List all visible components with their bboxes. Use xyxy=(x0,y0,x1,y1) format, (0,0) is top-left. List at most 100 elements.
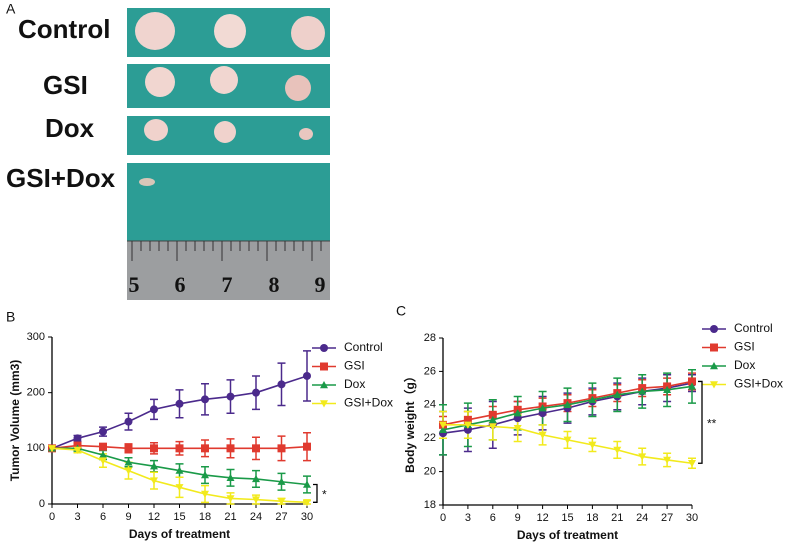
legend-marker xyxy=(710,343,718,352)
marker xyxy=(73,446,82,455)
marker xyxy=(201,471,209,479)
legend-marker xyxy=(710,362,718,370)
marker xyxy=(150,444,158,453)
panel-label: B xyxy=(6,309,15,325)
photo-panel xyxy=(127,8,330,300)
panel-label: C xyxy=(396,303,406,319)
x-tick-label: 3 xyxy=(465,512,471,524)
marker xyxy=(124,417,133,426)
marker xyxy=(688,382,696,390)
y-tick-label: 300 xyxy=(27,331,45,343)
marker xyxy=(175,466,184,474)
photo-label: Control xyxy=(18,14,110,44)
x-tick-label: 12 xyxy=(536,512,548,524)
ruler-label: 6 xyxy=(175,272,186,297)
legend-marker xyxy=(320,362,328,371)
y-axis-label: Tumor Volume (mm3) xyxy=(8,360,22,482)
marker xyxy=(488,423,497,431)
legend-label: Dox xyxy=(734,358,755,372)
panel-label: A xyxy=(6,1,16,17)
marker xyxy=(538,404,547,412)
legend-marker xyxy=(710,381,718,389)
marker xyxy=(513,409,522,417)
marker xyxy=(688,377,696,386)
marker xyxy=(175,399,184,408)
x-tick-label: 30 xyxy=(686,512,698,524)
marker xyxy=(124,458,133,466)
marker xyxy=(488,415,497,424)
marker xyxy=(663,456,672,464)
marker xyxy=(277,380,286,389)
legend-marker xyxy=(710,325,718,333)
marker xyxy=(563,436,572,444)
marker xyxy=(201,444,209,453)
photo-label: GSI+Dox xyxy=(6,163,116,193)
x-tick-label: 30 xyxy=(301,511,313,523)
x-tick-label: 24 xyxy=(250,511,262,523)
marker xyxy=(252,388,260,397)
x-tick-label: 27 xyxy=(661,512,673,524)
marker xyxy=(150,477,158,485)
marker xyxy=(99,427,107,436)
photo-label: Dox xyxy=(45,113,95,143)
ruler-label: 7 xyxy=(222,272,233,297)
x-tick-label: 12 xyxy=(148,511,160,523)
legend-marker xyxy=(320,381,328,389)
marker xyxy=(588,395,597,403)
legend-label: Control xyxy=(734,321,773,335)
y-tick-label: 200 xyxy=(27,387,45,399)
marker xyxy=(488,410,497,419)
legend-label: Dox xyxy=(344,377,365,391)
marker xyxy=(99,457,107,465)
marker xyxy=(663,385,672,393)
marker xyxy=(252,496,260,504)
legend-label: GSI+Dox xyxy=(344,396,393,410)
legend-marker xyxy=(320,400,328,408)
x-tick-label: 27 xyxy=(275,511,287,523)
x-tick-label: 18 xyxy=(199,511,211,523)
marker xyxy=(538,431,547,439)
marker xyxy=(226,444,235,453)
significance-bracket xyxy=(313,483,318,503)
legend-label: GSI xyxy=(344,359,365,373)
marker xyxy=(124,467,133,475)
marker xyxy=(638,453,647,461)
marker xyxy=(48,445,56,453)
marker xyxy=(303,371,311,380)
x-tick-label: 21 xyxy=(224,511,236,523)
marker xyxy=(277,444,286,453)
marker xyxy=(613,390,622,398)
marker xyxy=(150,462,158,470)
x-tick-label: 6 xyxy=(490,512,496,524)
x-tick-label: 24 xyxy=(636,512,648,524)
marker xyxy=(463,415,472,424)
marker xyxy=(175,444,184,453)
y-tick-label: 26 xyxy=(424,365,436,377)
marker xyxy=(252,474,260,483)
x-tick-label: 21 xyxy=(611,512,623,524)
marker xyxy=(563,400,572,408)
marker xyxy=(73,434,82,443)
marker xyxy=(277,498,286,506)
x-tick-label: 0 xyxy=(49,511,55,523)
ruler-label: 8 xyxy=(269,272,280,297)
marker xyxy=(513,424,522,433)
marker xyxy=(201,490,209,498)
x-axis-label: Days of treatment xyxy=(129,527,230,541)
marker xyxy=(226,495,235,503)
marker xyxy=(226,473,235,482)
y-tick-label: 28 xyxy=(424,332,436,344)
legend-label: GSI+Dox xyxy=(734,377,783,391)
y-axis-label: Body weight（g） xyxy=(402,370,417,473)
legend-marker xyxy=(320,344,328,352)
ruler-label: 5 xyxy=(129,272,140,297)
marker xyxy=(638,387,647,395)
marker xyxy=(99,442,107,451)
marker xyxy=(463,421,472,429)
ruler-label: 9 xyxy=(315,272,326,297)
x-tick-label: 15 xyxy=(561,512,573,524)
significance-label: * xyxy=(322,488,327,502)
marker xyxy=(124,444,133,453)
significance-bracket xyxy=(698,380,703,464)
